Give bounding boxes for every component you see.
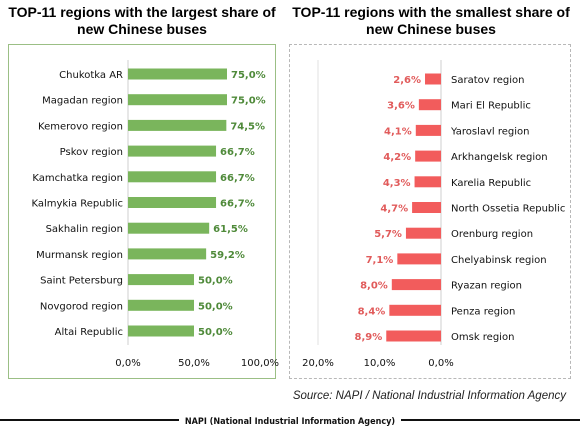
left-tick-label: 100,0%	[241, 358, 279, 369]
right-tick-label: 10,0%	[364, 358, 396, 369]
left-bar	[128, 171, 217, 183]
left-value-label: 66,7%	[220, 147, 255, 158]
right-value-label: 7,1%	[366, 255, 394, 266]
left-bar	[128, 222, 210, 234]
right-category-label: Saratov region	[451, 75, 524, 86]
left-value-label: 50,0%	[198, 301, 233, 312]
right-category-label: Orenburg region	[451, 229, 533, 240]
left-tick-label: 0,0%	[115, 358, 140, 369]
left-value-label: 75,0%	[231, 70, 266, 81]
right-value-label: 4,7%	[380, 204, 408, 215]
left-category-label: Chukotka AR	[59, 70, 123, 81]
left-value-label: 61,5%	[213, 224, 248, 235]
left-value-label: 50,0%	[198, 327, 233, 338]
right-category-label: Arkhangelsk region	[451, 152, 548, 163]
right-value-label: 4,1%	[384, 126, 412, 137]
left-value-label: 75,0%	[231, 96, 266, 107]
right-category-label: Penza region	[451, 306, 515, 317]
right-value-label: 4,2%	[383, 152, 411, 163]
footer: NAPI (National Industrial Information Ag…	[0, 412, 580, 427]
right-bar	[414, 176, 441, 188]
left-value-label: 66,7%	[220, 199, 255, 210]
right-category-label: Chelyabinsk region	[451, 255, 547, 266]
right-category-label: Mari El Republic	[451, 101, 531, 112]
right-value-label: 8,0%	[360, 281, 388, 292]
right-bar	[405, 227, 441, 239]
right-bar	[418, 99, 441, 111]
right-value-label: 5,7%	[374, 229, 402, 240]
left-category-label: Altai Republic	[55, 327, 123, 338]
left-chart-title: TOP-11 regions with the largest share of…	[8, 4, 276, 37]
left-category-label: Magadan region	[42, 96, 123, 107]
left-value-label: 50,0%	[198, 276, 233, 287]
right-category-label: Yaroslavl region	[450, 126, 530, 137]
right-bar	[425, 73, 441, 85]
left-value-label: 74,5%	[230, 121, 265, 132]
right-category-label: Karelia Republic	[451, 178, 531, 189]
right-chart-title: TOP-11 regions with the smallest share o…	[292, 4, 570, 37]
left-chart-frame	[8, 44, 276, 379]
right-bar	[397, 253, 441, 265]
right-tick-label: 0,0%	[428, 358, 453, 369]
left-bar	[128, 94, 227, 106]
left-bar	[128, 119, 227, 131]
left-category-label: Saint Petersburg	[40, 276, 123, 287]
left-category-label: Kalmykia Republic	[31, 199, 123, 210]
right-category-label: North Ossetia Republic	[451, 204, 565, 215]
left-bar	[128, 325, 194, 337]
left-category-label: Murmansk region	[36, 250, 123, 261]
right-value-label: 2,6%	[393, 75, 421, 86]
left-bar	[128, 248, 207, 260]
footer-label: NAPI (National Industrial Information Ag…	[178, 417, 402, 427]
left-bar	[128, 299, 194, 311]
left-bar	[128, 274, 194, 286]
right-chart-frame	[289, 44, 571, 379]
right-bar	[415, 124, 441, 136]
left-category-label: Sakhalin region	[46, 224, 123, 235]
left-bar	[128, 197, 217, 208]
left-bar	[128, 145, 217, 157]
right-category-label: Ryazan region	[451, 281, 522, 292]
right-value-label: 4,3%	[383, 178, 411, 189]
right-value-label: 8,4%	[358, 306, 386, 317]
left-value-label: 59,2%	[210, 250, 245, 261]
right-bar	[412, 202, 441, 213]
right-category-label: Omsk region	[451, 332, 514, 343]
right-bar	[386, 330, 441, 342]
left-value-label: 66,7%	[220, 173, 255, 184]
left-category-label: Kemerovo region	[38, 121, 123, 132]
right-value-label: 3,6%	[387, 101, 415, 112]
left-category-label: Novgorod region	[40, 301, 123, 312]
right-value-label: 8,9%	[355, 332, 383, 343]
left-tick-label: 50,0%	[178, 358, 210, 369]
right-bar	[391, 279, 441, 291]
left-category-label: Kamchatka region	[32, 173, 123, 184]
left-bar	[128, 68, 227, 80]
right-tick-label: 20,0%	[302, 358, 334, 369]
left-category-label: Pskov region	[60, 147, 123, 158]
source-note: Source: NAPI / National Industrial Infor…	[292, 390, 566, 402]
right-bar	[389, 304, 441, 316]
right-bar	[415, 150, 441, 162]
